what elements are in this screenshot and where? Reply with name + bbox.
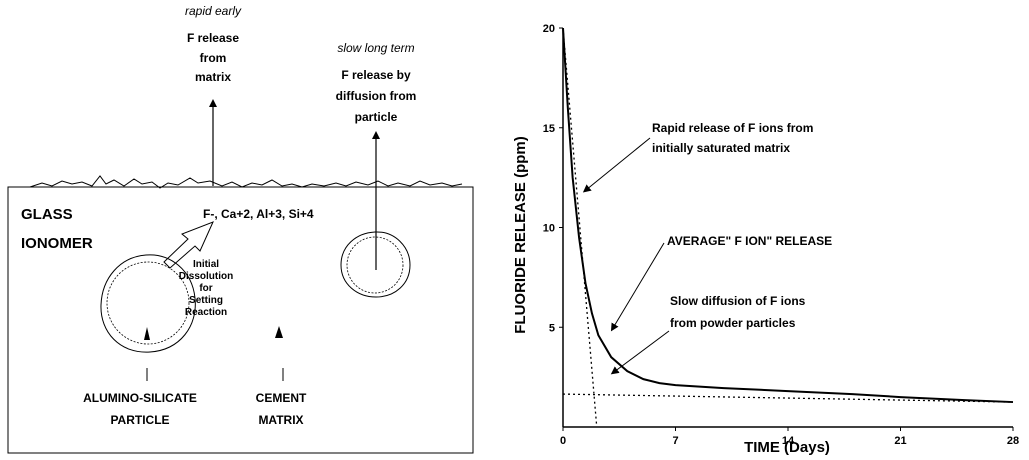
rapid-annotation-line-2: initially saturated matrix [652, 141, 790, 155]
fluoride-release-chart: 5 10 15 20 0 7 14 21 28 TIME (Days) FLUORIDE RE… [512, 23, 1019, 456]
y-axis-label: FLUORIDE RELEASE (ppm) [512, 136, 529, 334]
dotted-trend-line [562, 27, 598, 428]
slow-annotation-line-2: from powder particles [670, 316, 796, 330]
glass-label: GLASS [21, 206, 73, 223]
slow-annotation-arrow [610, 330, 670, 375]
top-label-line-1: F release [187, 31, 239, 45]
dissolution-line-5: Reaction [185, 307, 227, 318]
dissolution-arrow-icon [163, 221, 214, 269]
average-annotation: AVERAGE" F ION" RELEASE [667, 234, 832, 248]
x-ticks: 0 7 14 21 28 [560, 427, 1019, 447]
rapid-annotation-arrow [582, 137, 651, 193]
particle-label-line-2: PARTICLE [110, 413, 169, 427]
ionomer-box [7, 186, 474, 454]
series-group [562, 27, 1014, 428]
large-particle-outer [100, 254, 196, 353]
dissolution-line-3: for [199, 283, 212, 294]
large-particle-inner [106, 261, 190, 345]
x-tick-label: 0 [560, 435, 566, 447]
x-axis-label: TIME (Days) [744, 439, 830, 456]
right-label-line-3: particle [355, 110, 398, 124]
dissolution-line-1: Initial [193, 259, 219, 270]
x-tick-label: 14 [782, 435, 795, 447]
ions-label: F-, Ca+2, Al+3, Si+4 [203, 207, 314, 221]
matrix-pointer-icon [275, 326, 283, 338]
small-particle-outer [340, 231, 411, 298]
glass-ionomer-diagram: rapid early F release from matrix slow l… [7, 4, 474, 454]
rapid-early-label: rapid early [185, 4, 242, 18]
y-tick-label: 20 [543, 23, 555, 35]
y-tick-label: 5 [549, 322, 555, 334]
top-label-line-2: from [200, 51, 227, 65]
rapid-annotation-line-1: Rapid release of F ions from [652, 121, 813, 135]
dotted-trend-line [562, 393, 1014, 403]
slow-long-term-label: slow long term [337, 41, 414, 55]
y-tick-label: 10 [543, 223, 555, 235]
top-label-line-3: matrix [195, 70, 231, 84]
dissolution-line-2: Dissolution [179, 271, 233, 282]
x-tick-label: 28 [1007, 435, 1019, 447]
x-tick-label: 7 [672, 435, 678, 447]
dissolution-line-4: Setting [189, 295, 223, 306]
matrix-label-line-1: CEMENT [256, 391, 307, 405]
average-annotation-arrow [610, 242, 665, 332]
matrix-label-line-2: MATRIX [258, 413, 303, 427]
surface-line [29, 175, 463, 189]
particle-label-line-1: ALUMINO-SILICATE [83, 391, 197, 405]
y-tick-label: 15 [543, 123, 555, 135]
y-ticks: 5 10 15 20 [543, 23, 563, 334]
fluoride-release-curve [562, 27, 1014, 404]
x-tick-label: 21 [894, 435, 906, 447]
right-label-line-2: diffusion from [336, 89, 417, 103]
right-label-line-1: F release by [341, 68, 411, 82]
small-particle-inner [346, 236, 404, 294]
slow-annotation-line-1: Slow diffusion of F ions [670, 294, 806, 308]
ionomer-label: IONOMER [21, 235, 93, 252]
particle-pointer-icon [144, 327, 150, 340]
